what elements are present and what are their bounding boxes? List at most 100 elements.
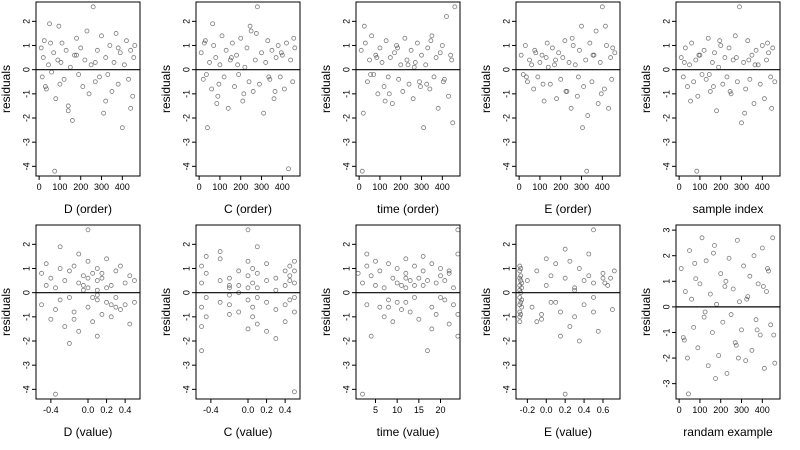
x-tick-label: 5 [373,405,378,415]
data-point [236,283,242,288]
y-tick-label: -2 [21,337,31,345]
data-point [680,335,686,340]
data-point [553,299,559,305]
data-point [392,50,397,56]
data-point [772,79,778,85]
data-point [229,40,235,46]
x-tick-label: 0.2 [260,405,273,415]
x-tick-label: -0.2 [520,405,536,415]
y-tick-label: 1 [501,266,511,271]
data-point [438,266,443,271]
data-point [417,79,422,85]
data-point [446,270,452,276]
data-point [581,278,587,283]
data-point [257,81,262,87]
data-point [529,304,535,310]
data-point [519,297,525,303]
data-point [739,327,744,333]
data-point [572,314,578,320]
data-point [570,43,576,48]
y-tick-label: -1 [21,313,31,321]
data-point [745,38,751,44]
data-point [427,86,433,92]
y-tick-label: -4 [181,385,191,393]
x-tick-label: 200 [713,182,728,192]
x-tick-label: 400 [435,182,450,192]
data-point [292,45,298,51]
data-point [701,314,707,320]
data-point [733,342,739,348]
data-point [132,299,137,305]
data-point [574,93,580,99]
data-point [399,283,404,288]
data-point [730,286,736,292]
data-point [365,79,370,85]
y-tick-label: 2 [501,242,511,247]
data-point [217,62,223,68]
data-point [282,319,288,325]
data-point [111,60,117,65]
data-point [70,118,75,123]
data-point [53,307,58,312]
data-point [519,280,525,286]
data-point [368,72,373,77]
data-point [115,81,121,87]
data-point [416,275,422,281]
data-point [269,47,275,53]
data-point [425,45,431,51]
data-point [288,57,294,63]
data-point [744,296,750,302]
data-point [97,74,102,80]
data-point [730,57,736,63]
data-point [732,33,738,39]
x-axis-label: D (value) [64,425,113,439]
data-point [539,52,545,58]
y-tick-label: 0 [181,67,191,72]
data-point [217,249,223,254]
y-tick-label: 1 [21,266,31,271]
data-point [707,291,713,297]
data-point [732,340,738,346]
data-point [371,72,377,77]
y-tick-label: -2 [501,114,511,122]
data-point [404,57,410,63]
data-point [552,62,557,68]
data-point [753,317,759,323]
data-point [711,84,716,89]
data-point [119,125,125,131]
x-tick-label: 0.0 [242,405,255,415]
y-axis-label: residuals [639,65,653,113]
data-point [113,295,119,300]
data-point [104,299,109,305]
scatter-panel-7: -0.4 0.0 0.2 0.4 -4 -3 -2 -1 0 1 2 C (value) residua… [159,224,301,439]
data-point [43,261,49,267]
data-point [399,307,404,312]
data-point [609,76,615,82]
data-point [242,64,248,70]
y-tick-label: 0 [341,290,351,295]
data-point [122,280,128,286]
x-axis-label: randam example [683,425,773,439]
data-point [697,281,703,287]
data-point [118,307,123,312]
data-point [591,227,596,233]
data-point [67,64,73,70]
data-point [113,268,119,274]
data-point [279,52,285,58]
data-point [520,72,526,77]
data-point [85,258,91,264]
data-point [433,280,439,286]
y-axis-label: residuals [159,65,173,113]
data-point [455,227,461,233]
data-point [62,324,68,329]
data-point [529,62,534,68]
data-point [203,314,209,320]
data-point [600,270,606,276]
data-point [424,81,430,87]
data-point [359,168,365,174]
data-point [217,299,223,305]
data-point [108,283,114,288]
data-point [94,266,100,271]
data-point [693,57,699,63]
data-point [225,105,231,111]
